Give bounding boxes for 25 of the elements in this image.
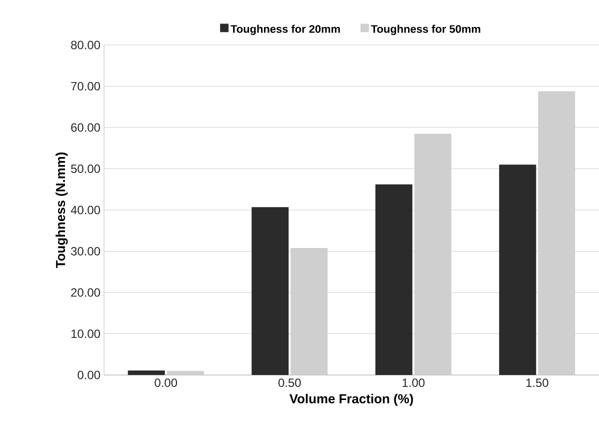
x-tick-label: 1.50 (526, 378, 548, 387)
legend-label: Toughness for 50mm (371, 24, 480, 36)
x-tick-label: 1.00 (402, 378, 425, 387)
y-tick-label: 50.00 (71, 164, 100, 173)
bar (499, 164, 536, 375)
y-tick-label: 20.00 (71, 288, 100, 297)
x-axis-title: Volume Fraction (%) (289, 394, 413, 406)
x-tick-label: 0.00 (154, 378, 178, 387)
bar (290, 248, 328, 375)
bar (414, 134, 452, 375)
bar (375, 184, 412, 375)
y-tick-label: 0.00 (78, 370, 100, 380)
bar (128, 370, 165, 375)
bar (538, 91, 576, 375)
bar (252, 207, 289, 375)
x-tick-label: 0.50 (278, 378, 301, 387)
y-tick-label: 70.00 (71, 82, 100, 90)
legend-label: Toughness for 20mm (230, 24, 340, 36)
y-axis-title: Toughness (N.mm) (56, 152, 68, 268)
bar (166, 370, 204, 375)
y-tick-label: 10.00 (71, 330, 100, 338)
y-tick-label: 60.00 (71, 123, 100, 132)
y-tick-label: 30.00 (71, 247, 100, 256)
y-tick-label: 80.00 (71, 40, 100, 50)
y-tick-label: 40.00 (70, 206, 100, 214)
